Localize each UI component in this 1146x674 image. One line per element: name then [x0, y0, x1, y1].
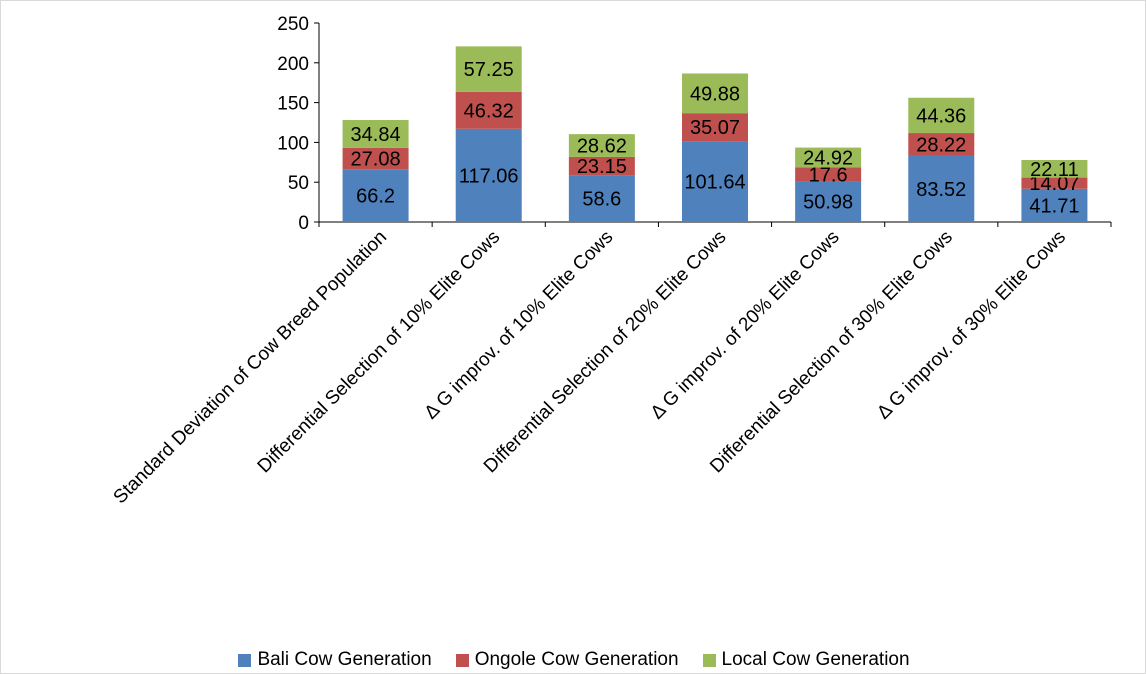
- data-label: 35.07: [690, 117, 740, 139]
- data-label: 117.06: [459, 165, 519, 187]
- data-label: 66.2: [356, 186, 395, 208]
- data-label: 101.64: [684, 172, 745, 194]
- bar-segment: [1021, 188, 1088, 222]
- data-label: 24.92: [803, 147, 853, 169]
- x-category-label: Δ G improv. of 20% Elite Cows: [647, 227, 844, 424]
- data-label: 50.98: [803, 192, 853, 214]
- bar-segment: [908, 97, 975, 134]
- bar-segment: [342, 169, 409, 222]
- legend-label: Bali Cow Generation: [257, 649, 432, 670]
- data-label: 34.84: [351, 124, 401, 146]
- legend-label: Local Cow Generation: [721, 649, 910, 670]
- legend-swatch: [455, 653, 469, 667]
- data-label: 28.22: [916, 134, 966, 156]
- bar-segment: [795, 181, 862, 222]
- y-tick-label: 0: [298, 213, 309, 234]
- bar-segment: [568, 134, 635, 157]
- bar-segment: [342, 120, 409, 148]
- data-label: 14.07: [1029, 173, 1079, 195]
- data-label: 49.88: [690, 83, 740, 105]
- bar-segment: [342, 147, 409, 170]
- bar-segment: [455, 46, 522, 92]
- y-tick-label: 200: [277, 54, 309, 75]
- y-tick-label: 150: [277, 94, 309, 115]
- y-tick-label: 100: [277, 133, 309, 154]
- bar-segment: [908, 133, 975, 156]
- legend: Bali Cow Generation Ongole Cow Generation…: [1, 646, 1146, 674]
- x-category-label: Differential Selection of 10% Elite Cows: [254, 227, 505, 478]
- x-category-label: Δ G improv. of 10% Elite Cows: [421, 227, 618, 424]
- data-label: 46.32: [464, 100, 514, 122]
- data-label: 23.15: [577, 156, 627, 178]
- bar-segment: [568, 156, 635, 176]
- data-label: 83.52: [916, 179, 966, 201]
- x-category-label: Δ G improv. of 30% Elite Cows: [873, 227, 1070, 424]
- data-label: 57.25: [464, 59, 514, 81]
- bar-segment: [455, 91, 522, 129]
- bar-segment: [1021, 177, 1088, 189]
- bar-segment: [682, 113, 748, 142]
- y-tick-label: 50: [288, 173, 309, 194]
- data-label: 58.6: [582, 189, 621, 211]
- bar-segment: [908, 155, 975, 222]
- bar-segment: [1021, 159, 1088, 178]
- data-label: 44.36: [916, 105, 966, 127]
- legend-swatch: [702, 653, 716, 667]
- x-category-label: Differential Selection of 20% Elite Cows: [480, 227, 731, 478]
- bar-segment: [455, 128, 522, 222]
- legend-swatch: [238, 653, 252, 667]
- bar-segment: [795, 167, 862, 182]
- data-label: 41.71: [1029, 195, 1079, 217]
- data-label: 27.08: [351, 149, 401, 171]
- data-label: 28.62: [577, 136, 627, 158]
- y-tick-label: 250: [277, 14, 309, 35]
- bar-segment: [682, 73, 748, 114]
- bar-segment: [568, 175, 635, 222]
- bar-segment: [682, 141, 748, 222]
- x-category-label: Differential Selection of 30% Elite Cows: [706, 227, 957, 478]
- bar-segment: [795, 147, 862, 168]
- legend-item: Bali Cow Generation: [238, 649, 432, 671]
- legend-item: Local Cow Generation: [702, 649, 910, 671]
- legend-label: Ongole Cow Generation: [474, 649, 679, 670]
- data-label: 17.6: [809, 164, 848, 186]
- data-label: 22.11: [1030, 159, 1079, 181]
- legend-item: Ongole Cow Generation: [455, 649, 679, 671]
